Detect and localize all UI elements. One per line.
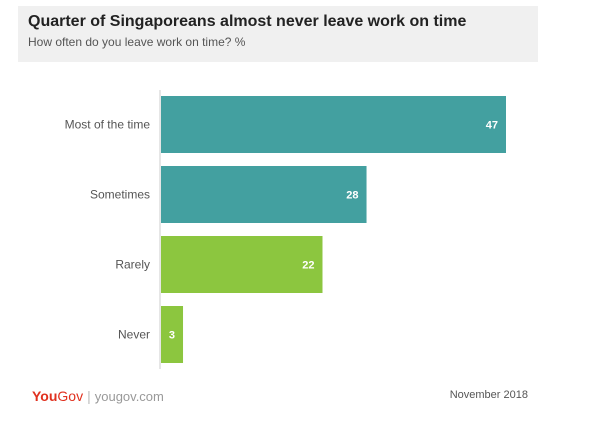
bar-never <box>161 306 184 363</box>
bar-rarely <box>161 236 323 293</box>
logo-separator: | <box>87 388 91 404</box>
data-label: 28 <box>346 190 358 202</box>
bar-most-of-the-time <box>161 96 506 153</box>
data-label: 3 <box>169 330 175 342</box>
data-label: 22 <box>302 260 314 272</box>
chart-subtitle: How often do you leave work on time? % <box>28 35 246 49</box>
category-label: Sometimes <box>90 188 150 202</box>
category-label: Rarely <box>115 258 150 272</box>
footer-date: November 2018 <box>449 389 528 401</box>
bar-sometimes <box>161 166 367 223</box>
category-label: Never <box>118 328 150 342</box>
site-url: yougov.com <box>94 389 164 404</box>
chart-header: Quarter of Singaporeans almost never lea… <box>18 6 538 62</box>
logo-gov-text: Gov <box>57 388 84 404</box>
data-label: 47 <box>486 120 498 132</box>
category-label: Most of the time <box>65 118 151 132</box>
yougov-logo: YouGov | yougov.com <box>32 388 164 404</box>
logo-you-text: You <box>32 388 58 404</box>
chart-title: Quarter of Singaporeans almost never lea… <box>28 13 467 30</box>
